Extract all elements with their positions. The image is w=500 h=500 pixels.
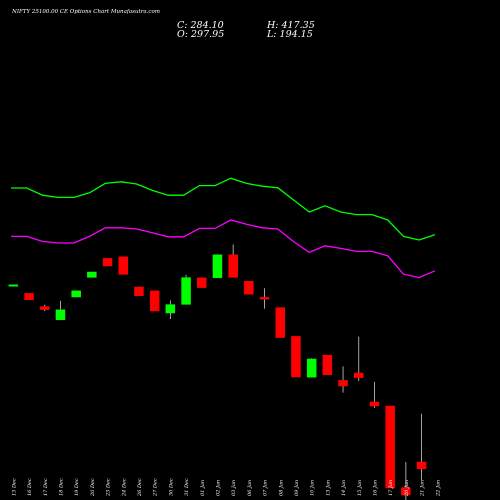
candle [416, 413, 427, 480]
x-tick-label: 02 Jan [215, 480, 221, 496]
chart-title: NIFTY 25100.00 CE Options Chart Munafasu… [11, 9, 160, 15]
x-tick-label: 16 Dec [27, 478, 33, 496]
candle-body [259, 297, 270, 300]
x-tick-label: 14 Jan [341, 480, 347, 496]
candle [338, 366, 348, 393]
candle [149, 290, 160, 312]
x-tick-label: 13 Jan [325, 480, 331, 496]
candle [55, 300, 66, 321]
candle-body [102, 258, 113, 267]
x-tick-label: 06 Jan [247, 480, 253, 496]
candle [87, 271, 97, 278]
x-tick-label: 19 Dec [74, 478, 80, 496]
candle [275, 307, 286, 338]
x-tick-label: 24 Dec [121, 478, 127, 497]
candle [259, 288, 270, 309]
candle-body [24, 293, 34, 301]
candle [197, 277, 207, 288]
candle-body [228, 254, 238, 278]
x-tick-label: 22 Jan [435, 480, 441, 497]
x-tick-label: 16 Jan [372, 480, 378, 496]
candle [212, 254, 223, 279]
x-tick-label: 08 Jan [278, 480, 284, 496]
candle-body [165, 304, 176, 314]
candle [306, 358, 317, 378]
lower-band-line [11, 219, 436, 279]
high-readout: H: 417.35 [266, 20, 315, 31]
candle [118, 256, 129, 275]
candles-layer [8, 244, 427, 500]
candle-body [55, 309, 66, 321]
candle [385, 405, 395, 489]
x-tick-label: 23 Dec [106, 478, 112, 497]
upper-band-line [11, 177, 436, 241]
x-tick-label: 09 Jan [294, 480, 300, 496]
x-tick-label: 20 Jan [404, 480, 410, 497]
candle-body [275, 307, 286, 338]
x-tick-label: 07 Jan [263, 480, 269, 496]
candle-body [134, 286, 144, 297]
bands-layer [11, 177, 436, 279]
candle [244, 280, 254, 295]
low-readout: L: 194.15 [266, 29, 313, 40]
candle-body [87, 271, 97, 278]
x-tick-label: 20 Dec [90, 478, 96, 497]
x-tick-label: 30 Dec [168, 478, 174, 496]
candle-body [197, 277, 207, 288]
candle-body [306, 358, 317, 378]
x-tick-label: 31 Dec [184, 478, 190, 496]
x-tick-label: 27 Dec [153, 478, 159, 497]
x-tick-label: 01 Jan [200, 480, 206, 496]
candle-body [118, 256, 129, 275]
candle-body [40, 306, 50, 310]
candle-body [369, 401, 380, 407]
x-tick-label: 18 Dec [58, 478, 64, 496]
x-tick-label: 17 Jan [388, 480, 394, 496]
candle-body [291, 336, 301, 378]
x-tick-label: 17 Dec [43, 478, 49, 496]
candle-body [244, 280, 254, 295]
candle-body [181, 277, 191, 305]
candle [354, 336, 364, 382]
candle [24, 293, 34, 301]
candle [71, 290, 81, 298]
candle [40, 304, 50, 312]
x-tick-label: 26 Dec [137, 478, 143, 497]
candle [165, 300, 176, 319]
candle-body [385, 405, 395, 489]
x-tick-label: 10 Jan [310, 480, 316, 496]
candle [401, 462, 411, 500]
candle-body [71, 290, 81, 298]
candle [322, 354, 333, 376]
candle [228, 244, 238, 278]
candle [102, 258, 113, 267]
candle-body [212, 254, 223, 279]
candle-body [8, 284, 19, 287]
candle-body [149, 290, 160, 312]
x-tick-label: 03 Jan [231, 480, 237, 496]
x-tick-label: 21 Jan [420, 480, 426, 497]
candle [369, 382, 380, 408]
candle-body [338, 380, 348, 387]
close-readout: C: 284.10 [177, 20, 224, 31]
candle [134, 286, 144, 297]
candle-body [416, 461, 427, 470]
candle [8, 284, 19, 287]
x-tick-label: 13 Dec [11, 478, 17, 496]
x-tick-label: 15 Jan [357, 480, 363, 496]
candle [291, 336, 301, 378]
candle-body [401, 487, 411, 496]
candle-body [322, 354, 333, 376]
open-readout: O: 297.95 [177, 29, 224, 40]
candle [181, 274, 191, 305]
candle-body [354, 372, 364, 378]
x-axis-labels: 13 Dec 16 Dec 17 Dec 18 Dec 19 Dec 20 Dec 23 D… [11, 478, 441, 497]
